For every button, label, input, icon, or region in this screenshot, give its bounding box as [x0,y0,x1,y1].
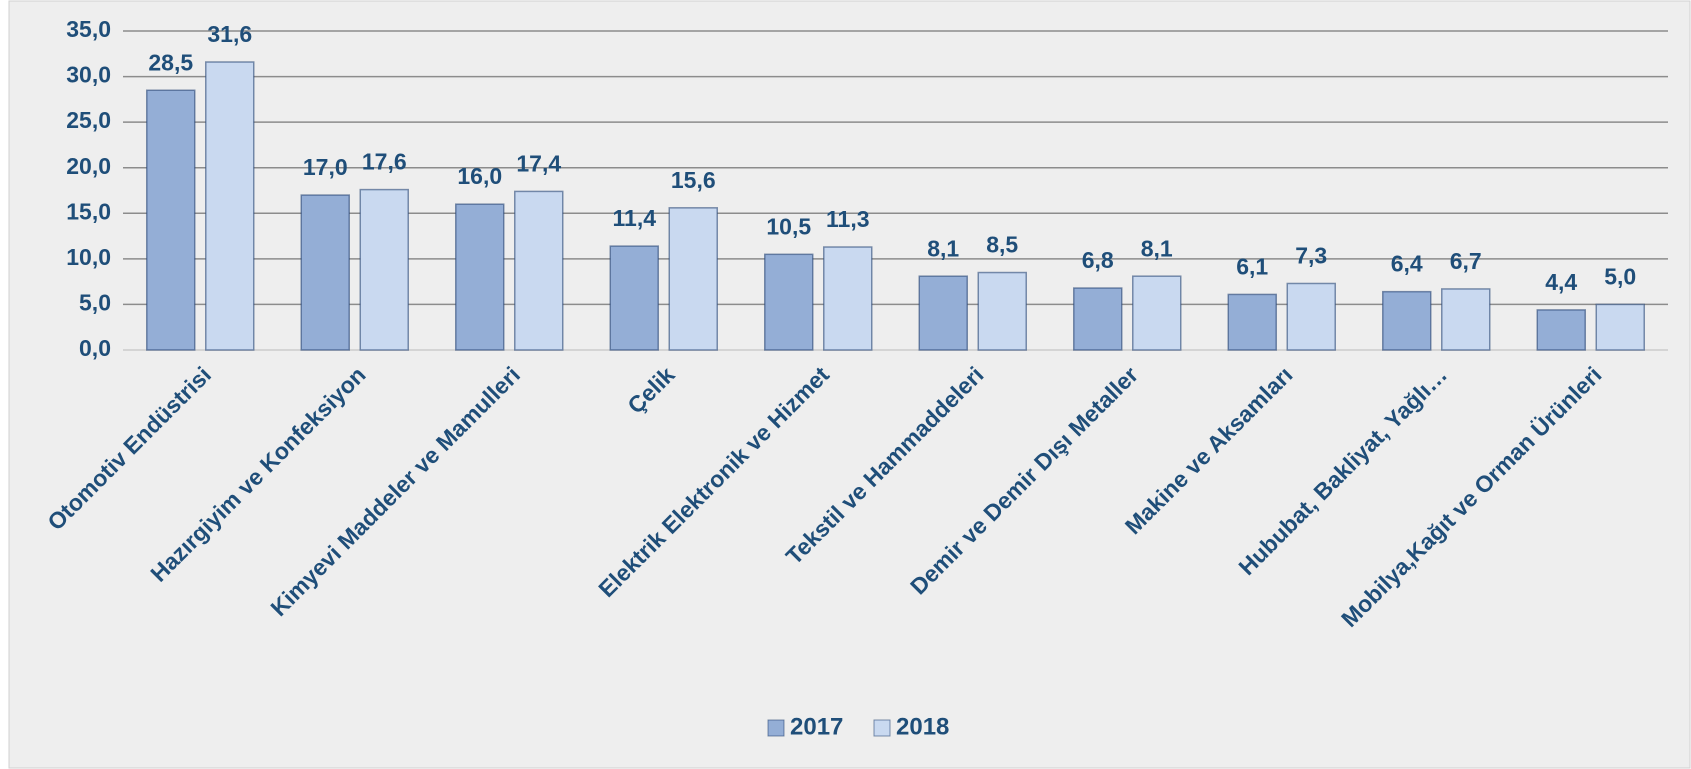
value-label: 6,7 [1450,248,1482,274]
value-label: 16,0 [457,163,502,189]
value-label: 5,0 [1604,264,1636,290]
y-tick-label: 30,0 [66,62,111,88]
bar [764,253,814,351]
y-tick-label: 0,0 [79,335,111,361]
value-label: 28,5 [148,49,193,75]
value-label: 31,6 [207,21,252,47]
value-label: 17,6 [362,149,407,175]
value-label: 8,1 [1141,235,1173,261]
y-tick-label: 20,0 [66,153,111,179]
bar [300,194,350,351]
bar [514,190,564,351]
y-tick-label: 35,0 [66,16,111,42]
value-label: 4,4 [1545,269,1577,295]
value-label: 15,6 [671,167,716,193]
bar [1227,293,1277,351]
y-tick-label: 25,0 [66,107,111,133]
bar [823,246,873,351]
value-label: 17,4 [516,150,561,176]
value-label: 8,5 [986,232,1018,258]
y-tick-label: 10,0 [66,244,111,270]
bar [205,61,255,351]
bar [609,245,659,351]
bar [1073,287,1123,351]
bar [977,271,1027,351]
value-label: 8,1 [927,235,959,261]
value-label: 6,1 [1236,253,1268,279]
value-label: 6,4 [1391,251,1423,277]
y-tick-label: 5,0 [79,290,111,316]
value-label: 11,3 [826,206,870,232]
bar [359,188,409,351]
bar [146,89,196,351]
value-label: 10,5 [766,213,811,239]
bar [1595,303,1645,351]
legend-swatch [767,719,785,737]
legend-swatch [873,719,891,737]
bar [1286,282,1336,351]
legend-label: 2018 [896,713,949,740]
bar [1441,288,1491,351]
legend-label: 2017 [790,713,843,740]
bar [1382,290,1432,351]
value-label: 6,8 [1082,247,1114,273]
bar [1132,275,1182,351]
bar [918,275,968,351]
value-label: 7,3 [1295,243,1327,269]
value-label: 17,0 [303,154,348,180]
bar [1536,309,1586,351]
chart-background [8,0,1691,769]
bar [455,203,505,351]
y-tick-label: 15,0 [66,198,111,224]
value-label: 11,4 [613,205,657,231]
bar [668,207,718,351]
